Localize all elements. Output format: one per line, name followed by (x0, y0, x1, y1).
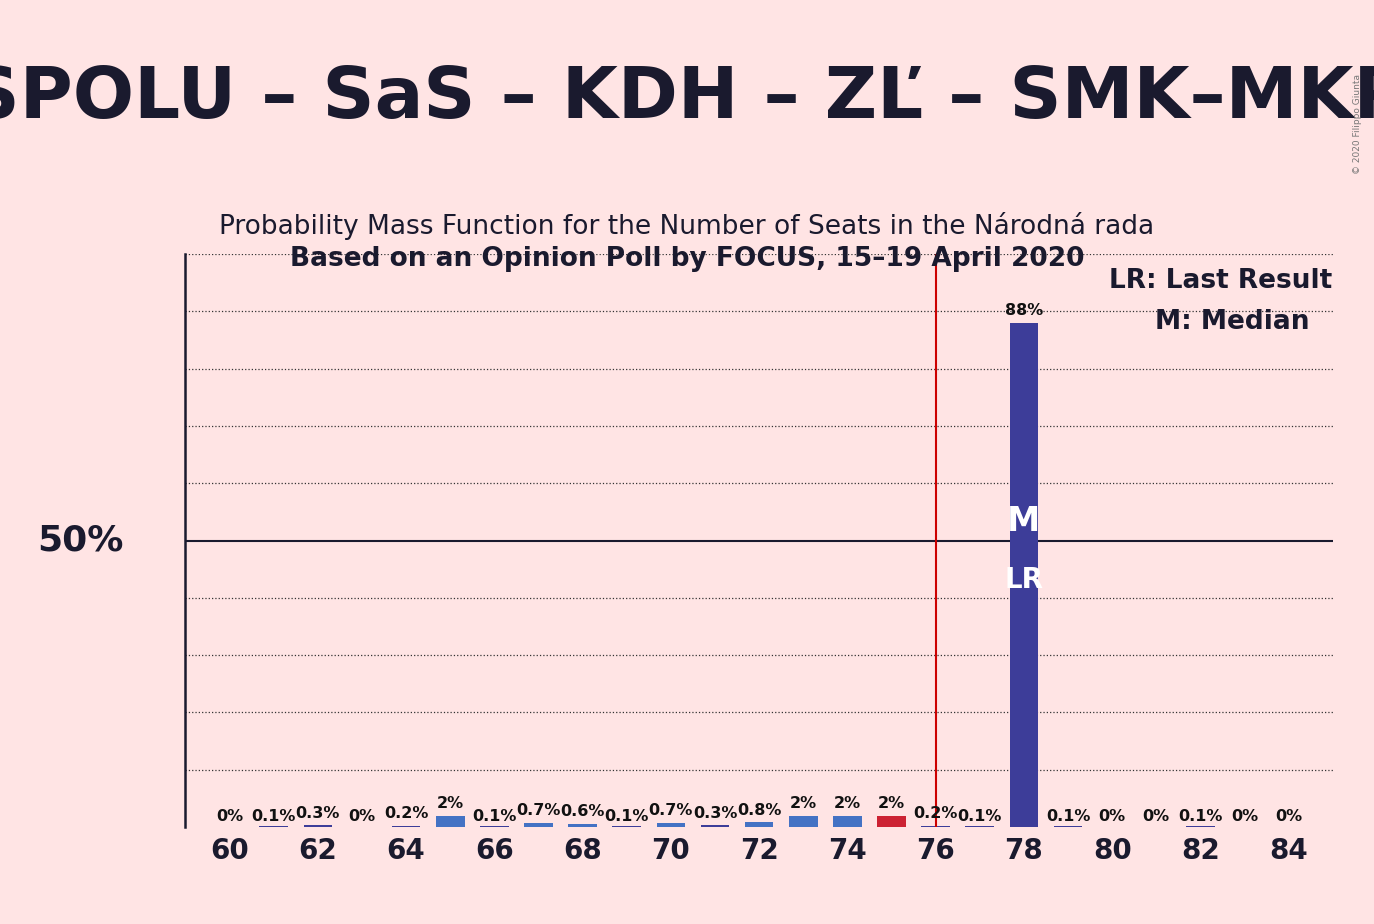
Bar (657, 823, 686, 827)
Text: 0.1%: 0.1% (605, 808, 649, 823)
Text: 0.1%: 0.1% (251, 808, 295, 823)
Text: 0%: 0% (349, 808, 375, 823)
Text: 0.7%: 0.7% (517, 803, 561, 819)
Text: 88%: 88% (1004, 303, 1043, 318)
Text: 0.1%: 0.1% (1179, 808, 1223, 823)
Bar (922, 826, 949, 827)
Bar (569, 823, 596, 827)
Text: 0.3%: 0.3% (692, 806, 738, 821)
Bar (304, 825, 333, 827)
Bar (701, 825, 730, 827)
Text: M: Median: M: Median (1156, 309, 1309, 334)
Text: 0%: 0% (1099, 808, 1125, 823)
Text: Probability Mass Function for the Number of Seats in the Národná rada: Probability Mass Function for the Number… (220, 213, 1154, 240)
Text: 50%: 50% (37, 524, 124, 557)
Bar (523, 823, 552, 827)
Text: 0.1%: 0.1% (1046, 808, 1090, 823)
Text: 0.1%: 0.1% (958, 808, 1002, 823)
Text: 2%: 2% (834, 796, 861, 811)
Text: 2%: 2% (878, 796, 905, 811)
Text: 0%: 0% (1231, 808, 1259, 823)
Text: 0%: 0% (1143, 808, 1169, 823)
Bar (789, 816, 818, 827)
Text: 2%: 2% (437, 796, 464, 811)
Text: 0.3%: 0.3% (295, 806, 339, 821)
Text: 2%: 2% (790, 796, 816, 811)
Text: OLaNO – PS–SPOLU – SaS – KDH – ZĽ – SMK–MKP – MOST–HÍD: OLaNO – PS–SPOLU – SaS – KDH – ZĽ – SMK–… (0, 65, 1374, 133)
Text: 0%: 0% (1275, 808, 1303, 823)
Bar (436, 816, 464, 827)
Bar (833, 816, 861, 827)
Bar (745, 822, 774, 827)
Text: LR: Last Result: LR: Last Result (1109, 268, 1333, 295)
Text: 0.1%: 0.1% (473, 808, 517, 823)
Text: 0.2%: 0.2% (914, 807, 958, 821)
Bar (1010, 322, 1039, 827)
Text: 0.7%: 0.7% (649, 803, 692, 819)
Bar (877, 816, 905, 827)
Text: Based on an Opinion Poll by FOCUS, 15–19 April 2020: Based on an Opinion Poll by FOCUS, 15–19… (290, 246, 1084, 272)
Text: 0.2%: 0.2% (383, 807, 429, 821)
Text: © 2020 Filippo Giunta: © 2020 Filippo Giunta (1353, 74, 1362, 174)
Bar (392, 826, 420, 827)
Text: 0.6%: 0.6% (561, 804, 605, 819)
Text: M: M (1007, 505, 1040, 538)
Text: LR: LR (1004, 566, 1043, 594)
Text: 0.8%: 0.8% (736, 803, 782, 818)
Text: 0%: 0% (216, 808, 243, 823)
